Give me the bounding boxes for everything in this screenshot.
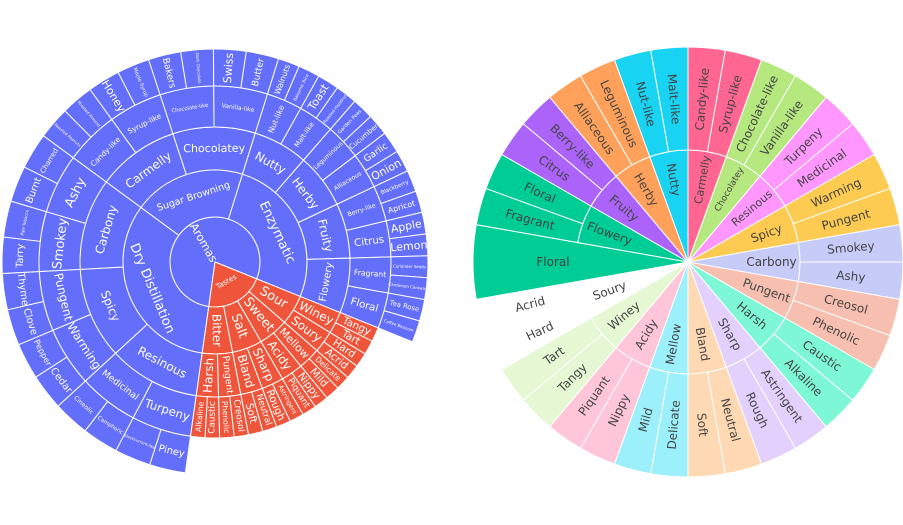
slice-charred[interactable] xyxy=(23,135,74,185)
slice-alkaline[interactable] xyxy=(189,395,208,439)
slice-leguminous[interactable] xyxy=(579,59,651,166)
slice-butter[interactable] xyxy=(240,50,280,95)
